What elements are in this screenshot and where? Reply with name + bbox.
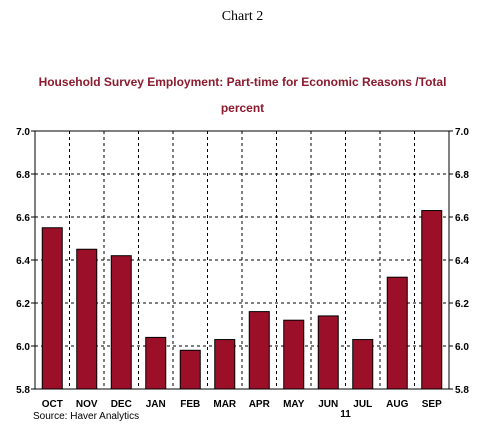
- x-tick-label-dec: DEC: [111, 399, 132, 410]
- bar-mar: [214, 339, 236, 390]
- bar-nov: [76, 248, 98, 390]
- x-tick-label-jun: JUN: [318, 399, 338, 410]
- x-tick-label-apr: APR: [249, 399, 271, 410]
- x-tick-label-mar: MAR: [213, 399, 237, 410]
- y-tick-label-right-5: 6.8: [455, 170, 469, 181]
- y-tick-label-left-6: 7.0: [16, 127, 30, 138]
- source-note: Source: Haver Analytics: [33, 411, 140, 422]
- x-tick-label-aug: AUG: [386, 399, 408, 410]
- x-tick-label-sep: SEP: [422, 399, 442, 410]
- chart-title: Household Survey Employment: Part-time f…: [38, 75, 447, 89]
- y-tick-label-right-1: 6.0: [455, 342, 469, 353]
- y-ticks-left: 5.8 6.0 6.2 6.4 6.6 6.8 7.0: [16, 127, 35, 396]
- grid-lines: [35, 131, 449, 389]
- x-tick-label-jan: JAN: [146, 399, 166, 410]
- y-tick-label-left-1: 6.0: [16, 342, 30, 353]
- bar-feb: [179, 349, 201, 390]
- bar-apr: [248, 311, 270, 390]
- y-tick-label-left-4: 6.6: [16, 213, 30, 224]
- bar-may: [283, 319, 305, 390]
- x-tick-label-oct: OCT: [42, 399, 63, 410]
- y-tick-label-left-2: 6.2: [16, 299, 30, 310]
- x-ticks: OCT NOV DEC JAN FEB MAR APR MAY JUN JUL AUG SEP: [42, 399, 442, 410]
- y-tick-label-right-2: 6.2: [455, 299, 469, 310]
- y-tick-label-right-0: 5.8: [455, 385, 469, 396]
- bar-aug: [386, 276, 408, 390]
- x-tick-label-feb: FEB: [180, 399, 200, 410]
- y-tick-label-right-6: 7.0: [455, 127, 469, 138]
- x-tick-label-jul: JUL: [353, 399, 372, 410]
- bars: [41, 210, 443, 390]
- year-label: 11: [340, 409, 351, 420]
- page-heading: Chart 2: [221, 9, 264, 24]
- chart-subtitle: percent: [220, 101, 265, 115]
- y-ticks-right: 5.8 6.0 6.2 6.4 6.6 6.8 7.0: [449, 127, 469, 396]
- bar-jul: [352, 339, 374, 390]
- bar-oct: [41, 227, 63, 390]
- bar-jan: [145, 336, 167, 390]
- y-tick-label-left-5: 6.8: [16, 170, 30, 181]
- y-tick-label-left-0: 5.8: [16, 385, 30, 396]
- y-tick-label-left-3: 6.4: [16, 256, 30, 267]
- x-tick-label-nov: NOV: [76, 399, 98, 410]
- x-tick-label-may: MAY: [283, 399, 305, 410]
- y-tick-label-right-4: 6.6: [455, 213, 469, 224]
- bar-sep: [421, 210, 443, 390]
- bar-dec: [110, 255, 132, 390]
- bar-jun: [317, 315, 339, 390]
- y-tick-label-right-3: 6.4: [455, 256, 469, 267]
